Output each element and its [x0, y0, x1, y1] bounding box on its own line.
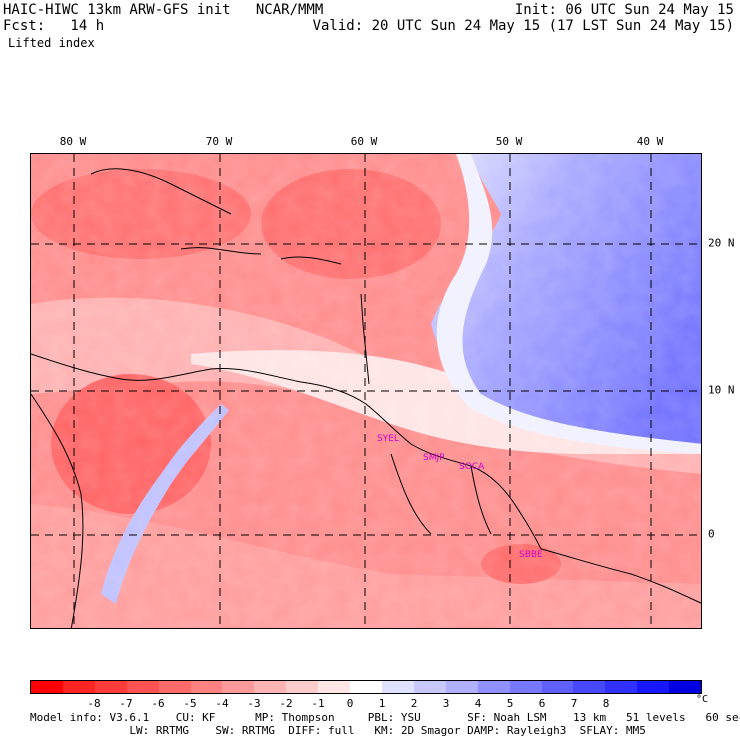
model-title: HAIC-HIWC 13km ARW-GFS init NCAR/MMM	[3, 2, 324, 18]
colorbar-tick-label: -2	[279, 697, 293, 710]
border-guyana	[470, 465, 492, 535]
colorbar-swatch	[669, 681, 702, 693]
colorbar-swatch	[94, 681, 127, 693]
coast-pacific	[31, 393, 84, 628]
colorbar-swatch	[381, 681, 414, 693]
valid-time: Valid: 20 UTC Sun 24 May 15 (17 LST Sun …	[312, 18, 734, 34]
colorbar-swatch	[158, 681, 191, 693]
station-sbbe: SBBE	[519, 550, 543, 560]
colorbar-tick-label: 5	[506, 697, 514, 710]
colorbar-swatch	[190, 681, 223, 693]
colorbar-tick-label: -1	[311, 697, 325, 710]
colorbar-tick-label: -3	[247, 697, 261, 710]
colorbar-swatch	[509, 681, 542, 693]
lat-label-10n: 10 N	[708, 383, 735, 397]
model-info-line1: Model info: V3.6.1 CU: KF MP: Thompson P…	[30, 711, 740, 724]
forecast-hour: Fcst: 14 h	[3, 18, 105, 34]
colorbar-tick-label: 3	[442, 697, 450, 710]
colorbar-swatch	[62, 681, 95, 693]
station-soca: SOCA	[459, 462, 485, 472]
colorbar-tick-label: -6	[151, 697, 165, 710]
colorbar-tick-label: 7	[570, 697, 578, 710]
coast-south-america-north	[31, 353, 542, 550]
colorbar-swatch	[541, 681, 574, 693]
init-time: Init: 06 UTC Sun 24 May 15	[514, 2, 734, 18]
lon-label-40w: 40 W	[636, 135, 664, 148]
colorbar-tick-label: 6	[538, 697, 546, 710]
colorbar-swatch	[222, 681, 255, 693]
station-syel: SYEL	[377, 434, 399, 444]
colorbar-tick-label: 8	[602, 697, 610, 710]
coast-brazil	[540, 548, 701, 604]
colorbar-tick-label: -7	[119, 697, 133, 710]
colorbar-swatch	[573, 681, 606, 693]
colorbar-tick-label: 2	[410, 697, 418, 710]
lon-label-50w: 50 W	[495, 135, 523, 148]
coast-puerto-rico	[280, 256, 342, 265]
colorbar-swatch	[126, 681, 159, 693]
coast-cuba	[90, 168, 232, 215]
colorbar-swatch	[254, 681, 287, 693]
colorbar-tick-label: 4	[474, 697, 482, 710]
colorbar-tick-label: 1	[378, 697, 386, 710]
coastlines	[31, 168, 701, 628]
station-smjp: SMJP	[423, 453, 445, 463]
colorbar-swatch	[350, 681, 382, 693]
graticule	[31, 154, 701, 628]
colorbar-swatch	[31, 681, 63, 693]
map-canvas: SYEL SMJP SOCA SBBE	[31, 154, 701, 628]
border-venezuela	[390, 453, 432, 535]
colorbar-unit: °C	[696, 694, 709, 705]
field-name: Lifted index	[8, 36, 95, 50]
colorbar-swatch	[605, 681, 638, 693]
lon-label-70w: 70 W	[205, 135, 233, 148]
colorbar-tick-label: 0	[346, 697, 354, 710]
colorbar-tick-label: -8	[87, 697, 101, 710]
colorbar-swatch	[445, 681, 478, 693]
colorbar-swatch	[286, 681, 319, 693]
lon-label-60w: 60 W	[350, 135, 378, 148]
colorbar	[30, 680, 702, 694]
colorbar-swatch	[637, 681, 670, 693]
lon-label-80w: 80 W	[59, 135, 87, 148]
field-texture	[31, 154, 701, 628]
coast-hispaniola	[180, 247, 262, 255]
colorbar-tick-label: -4	[215, 697, 229, 710]
colorbar-tick-label: -5	[183, 697, 197, 710]
colorbar-swatch	[318, 681, 351, 693]
model-info-line2: LW: RRTMG SW: RRTMG DIFF: full KM: 2D Sm…	[30, 724, 646, 737]
colorbar-swatch	[477, 681, 510, 693]
lat-label-0: 0	[708, 527, 715, 541]
lifted-index-map: SYEL SMJP SOCA SBBE	[30, 153, 702, 629]
colorbar-swatch	[413, 681, 446, 693]
lat-label-20n: 20 N	[708, 236, 735, 250]
